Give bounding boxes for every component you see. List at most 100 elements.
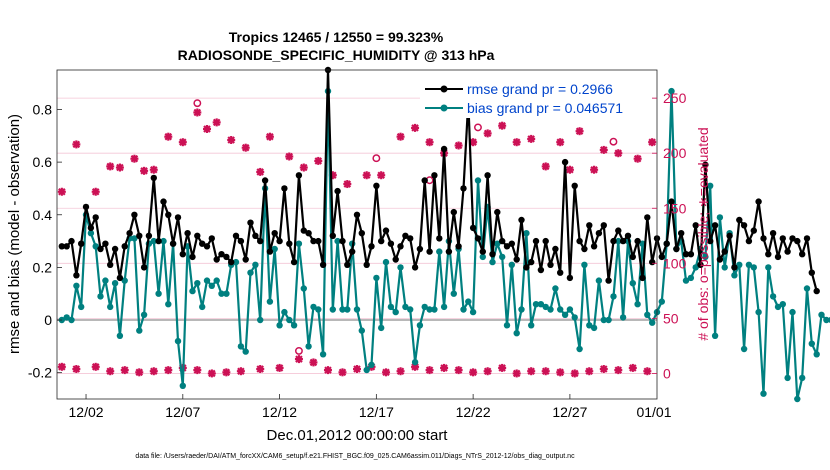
series-0-point-121	[644, 214, 651, 221]
series-1-point-28	[194, 280, 201, 287]
series-1-point-137	[721, 264, 728, 271]
series-0-point-152	[794, 237, 801, 245]
series-0-point-48	[290, 258, 298, 266]
obs-evaluated-upper-34	[541, 162, 550, 171]
series-1-point-38	[242, 348, 249, 355]
series-0-point-104	[561, 158, 569, 166]
series-1-point-13	[121, 277, 128, 284]
series-1-point-8	[97, 293, 104, 300]
series-1-point-156	[813, 351, 820, 358]
x-tick-label-1: 12/07	[165, 404, 200, 420]
obs-evaluated-lower-28	[483, 367, 492, 376]
series-0-point-110	[590, 243, 598, 250]
obs-evaluated-upper-1	[72, 140, 81, 149]
series-0-point-150	[784, 248, 791, 255]
series-0-point-87	[479, 248, 486, 255]
obs-evaluated-upper-5	[130, 154, 139, 163]
series-0-point-26	[184, 230, 191, 237]
x-tick-label-6: 01/01	[636, 404, 671, 420]
series-0-point-100	[542, 237, 549, 245]
series-1-point-30	[203, 277, 211, 284]
obs-evaluated-lower-1	[72, 365, 81, 374]
obs-evaluated-lower-9	[193, 366, 202, 375]
series-0-point-24	[174, 214, 182, 221]
obs-evaluated-lower-37	[614, 366, 623, 375]
obs-evaluated-lower-23	[411, 362, 420, 371]
series-0-point-44	[271, 230, 278, 237]
series-1-point-15	[131, 235, 138, 242]
y-axis-right-label: # of obs: o=possible; ∗=evaluated	[695, 127, 711, 340]
series-1-point-103	[557, 306, 564, 313]
series-0-point-32	[213, 256, 220, 263]
y-left-tick-label-1: 0	[44, 312, 52, 328]
obs-evaluated-lower-17	[323, 366, 332, 375]
series-0-point-67	[382, 227, 390, 234]
series-1-point-87	[479, 253, 486, 261]
series-1-point-41	[257, 316, 264, 324]
obs-possible-3	[474, 123, 482, 132]
y-right-tick-label-2: 100	[663, 255, 687, 271]
series-0-point-30	[203, 243, 211, 250]
series-1-point-119	[634, 301, 641, 308]
series-1-point-144	[755, 308, 762, 316]
series-1-point-62	[358, 327, 365, 334]
series-1-point-64	[368, 361, 375, 368]
series-0-point-58	[339, 237, 346, 245]
series-0-point-17	[140, 264, 148, 271]
series-1-point-116	[619, 314, 627, 321]
series-0-point-130	[687, 251, 695, 258]
series-0-point-78	[436, 235, 443, 242]
obs-evaluated-upper-31	[498, 121, 507, 130]
y-right-tick-label-0: 0	[663, 365, 671, 381]
series-1-point-20	[155, 290, 162, 297]
series-1-point-68	[387, 303, 395, 311]
series-0-point-114	[610, 237, 617, 245]
series-0-point-131	[692, 222, 699, 229]
series-1-point-33	[218, 290, 225, 297]
obs-evaluated-lower-11	[222, 368, 231, 377]
series-1-point-49	[295, 240, 303, 247]
series-0-point-54	[319, 261, 327, 268]
obs-possible-4	[609, 137, 618, 146]
series-1-point-112	[600, 316, 607, 324]
obs-evaluated-upper-3	[106, 162, 115, 171]
series-0-point-106	[571, 182, 578, 189]
series-1-point-78	[436, 248, 443, 255]
obs-evaluated-upper-37	[575, 127, 584, 136]
series-0-point-108	[581, 245, 588, 253]
series-1-point-43	[266, 298, 274, 305]
series-0-point-0	[58, 243, 65, 250]
y-axis-right-ticks: 0 50 100 150 200 250	[652, 90, 687, 381]
series-1-point-54	[319, 351, 327, 358]
obs-evaluated-lower-12	[236, 367, 245, 376]
obs-evaluated-lower-38	[628, 363, 637, 372]
series-1-point-115	[615, 237, 622, 245]
series-0-point-83	[460, 185, 467, 192]
obs-evaluated-upper-41	[633, 154, 642, 163]
obs-evaluated-upper-42	[648, 138, 657, 147]
series-0-point-146	[765, 251, 772, 258]
x-axis-ticks: 12/02 12/07 12/12 12/17 12/22 12/27 01/01	[69, 394, 672, 420]
obs-evaluated-upper-0	[57, 187, 66, 196]
series-0-point-128	[678, 230, 685, 237]
series-0-point-133	[702, 161, 709, 168]
obs-evaluated-lower-36	[599, 365, 608, 374]
series-1-point-99	[537, 301, 545, 308]
obs-possible-0	[193, 99, 202, 108]
obs-evaluated-lower-5	[135, 368, 144, 377]
x-tick-label-2: 12/12	[262, 404, 297, 420]
series-0-point-77	[431, 172, 438, 179]
series-1-point-11	[111, 280, 119, 287]
obs-evaluated-upper-29	[469, 138, 478, 147]
obs-evaluated-upper-39	[599, 145, 608, 154]
series-0-point-21	[160, 198, 167, 205]
series-0-point-47	[286, 240, 293, 247]
series-0-point-65	[373, 182, 380, 189]
series-0-point-61	[353, 211, 361, 218]
series-1-point-10	[107, 303, 114, 311]
series-0-point-147	[769, 230, 777, 237]
series-1-point-105	[566, 306, 574, 313]
series-1-point-12	[116, 332, 124, 339]
series-1-point-104	[561, 311, 569, 318]
series-0-point-125	[663, 240, 670, 247]
